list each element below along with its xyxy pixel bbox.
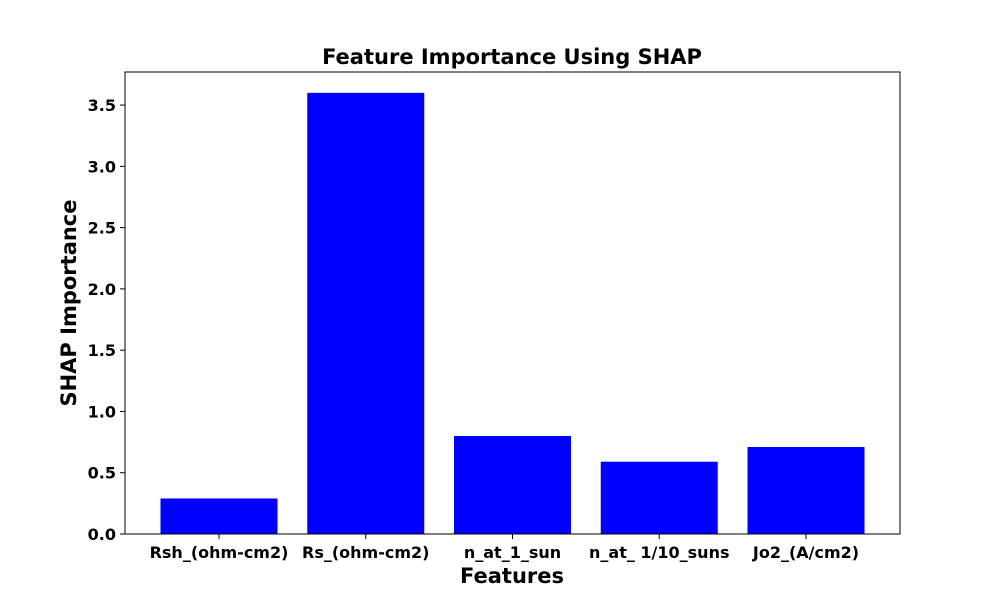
- x-tick-label: Rs_(ohm-cm2): [302, 543, 429, 562]
- x-axis-label: Features: [460, 564, 564, 588]
- y-tick-label: 0.5: [88, 464, 116, 483]
- y-tick-label: 0.0: [88, 525, 116, 544]
- bar-3: [600, 461, 718, 534]
- y-axis-ticks: 0.0 0.5 1.0 1.5 2.0 2.5 3.0 3.5: [88, 96, 125, 544]
- bar-4: [747, 446, 865, 534]
- plot-frame: [124, 71, 901, 535]
- y-axis-label: SHAP Importance: [57, 199, 81, 406]
- x-tick-label: Rsh_(ohm-cm2): [150, 543, 289, 562]
- x-tick-label: Jo2_(A/cm2): [752, 543, 859, 562]
- bars-group: [160, 92, 865, 535]
- x-axis-ticks: Rsh_(ohm-cm2) Rs_(ohm-cm2) n_at_1_sun n_at_…: [150, 534, 859, 562]
- x-tick-label: n_at_ 1/10_suns: [589, 543, 729, 562]
- bar-2: [454, 435, 571, 534]
- y-tick-label: 2.0: [88, 280, 116, 299]
- y-tick-label: 3.0: [88, 157, 116, 176]
- bar-0: [160, 498, 278, 534]
- y-tick-label: 1.5: [88, 341, 116, 360]
- bar-1: [307, 92, 425, 535]
- y-tick-label: 2.5: [88, 219, 116, 238]
- chart-title: Feature Importance Using SHAP: [322, 45, 702, 69]
- y-tick-label: 1.0: [88, 402, 116, 421]
- x-tick-label: n_at_1_sun: [464, 543, 561, 562]
- y-tick-label: 3.5: [88, 96, 116, 115]
